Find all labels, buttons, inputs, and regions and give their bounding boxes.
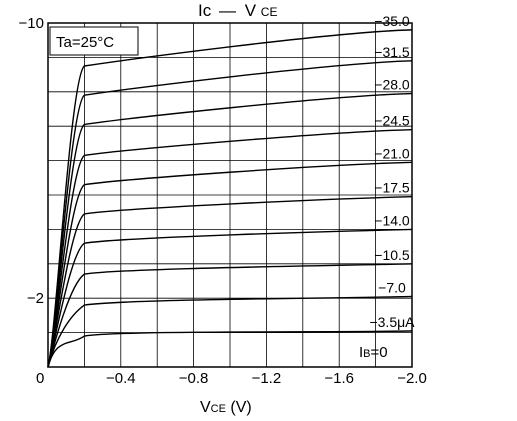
x-tick-label: −1.6: [324, 370, 354, 387]
x-tick-label: −1.2: [252, 370, 282, 387]
ic-curve: [47, 228, 413, 368]
curves: [47, 29, 413, 368]
x-tick-label: −2.0: [397, 370, 427, 387]
ic-curve: [47, 263, 413, 368]
title-vce-sub: CE: [261, 5, 278, 19]
plot-area: −35.0 −31.5 −28.0 −24.5 −21.0 −17.5 −14.0 −10.5…: [47, 13, 415, 368]
x-tick-label: −0.4: [106, 370, 136, 387]
curve-label: −31.5: [374, 44, 410, 60]
title-ic: Ic: [198, 1, 212, 20]
x-axis-label: VCE (V): [200, 399, 252, 416]
ic-curve: [47, 161, 413, 368]
curve-label: −3.5μA: [369, 314, 415, 330]
ic-curve: [47, 60, 413, 368]
chart-title: Ic — V CE: [198, 1, 277, 20]
condition-label: Ta=25°C: [56, 34, 114, 51]
title-vce: V: [245, 1, 257, 20]
y-tick-label: −10: [19, 15, 44, 32]
y-axis-ticks: −10 −2: [19, 15, 44, 307]
curve-label: −35.0: [374, 13, 410, 29]
condition-box: Ta=25°C: [49, 26, 139, 56]
curve-labels: −35.0 −31.5 −28.0 −24.5 −21.0 −17.5 −14.0 −10.5…: [369, 13, 415, 330]
x-tick-label: 0: [36, 370, 44, 387]
ic-curve: [47, 92, 413, 368]
curve-label: −10.5: [374, 247, 410, 263]
curve-label: −24.5: [374, 113, 410, 129]
curve-label: −28.0: [374, 77, 410, 93]
x-tick-label: −0.8: [179, 370, 209, 387]
y-tick-label: −2: [27, 290, 44, 307]
x-axis-ticks: 0 −0.4 −0.8 −1.2 −1.6 −2.0: [36, 370, 427, 387]
curve-label: −14.0: [374, 212, 410, 228]
title-dash: —: [219, 1, 236, 20]
ic-curve: [47, 330, 413, 368]
ib-zero-label: IB=0: [359, 344, 388, 361]
curve-label: −17.5: [374, 180, 410, 196]
ic-curve: [47, 295, 413, 368]
curve-label: −7.0: [378, 279, 406, 295]
ic-curve: [47, 128, 413, 368]
ic-curve: [47, 196, 413, 368]
grid: [48, 23, 412, 367]
curve-label: −21.0: [374, 145, 410, 161]
